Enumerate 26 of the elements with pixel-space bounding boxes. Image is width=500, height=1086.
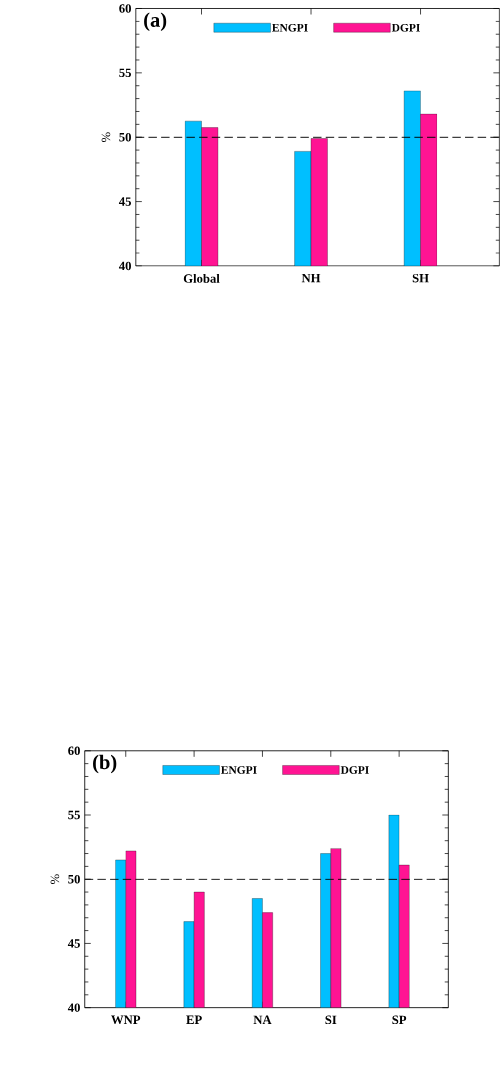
x-tick-label: WNP [111, 1015, 141, 1025]
y-tick-label: 50 [68, 874, 81, 884]
y-tick-label: 45 [119, 197, 132, 206]
x-tick-label: SH [412, 273, 429, 283]
x-tick-label: SI [325, 1015, 337, 1025]
x-tick-label: EP [186, 1015, 202, 1024]
y-axis-title: % [50, 874, 60, 885]
y-tick-label: 50 [119, 132, 132, 142]
y-tick-label: 60 [68, 746, 81, 756]
x-tick-label: NA [253, 1015, 272, 1024]
legend-label: DGPI [340, 766, 369, 774]
y-tick-label: 45 [68, 939, 81, 948]
legend-label: ENGPI [272, 23, 308, 32]
y-tick-label: 40 [68, 1003, 81, 1012]
y-tick-label: 60 [119, 4, 132, 13]
x-tick-label: SP [392, 1015, 407, 1025]
chart-title: (b) [93, 754, 117, 774]
x-tick-label: NH [301, 273, 321, 283]
y-axis-title: % [101, 132, 111, 143]
y-tick-label: 55 [68, 810, 81, 820]
y-tick-label: 55 [119, 68, 132, 78]
legend-label: ENGPI [221, 766, 257, 774]
x-tick-label: Global [183, 273, 220, 283]
y-tick-label: 40 [119, 261, 132, 271]
legend-label: DGPI [391, 23, 421, 32]
chart-title: (a) [144, 12, 167, 32]
